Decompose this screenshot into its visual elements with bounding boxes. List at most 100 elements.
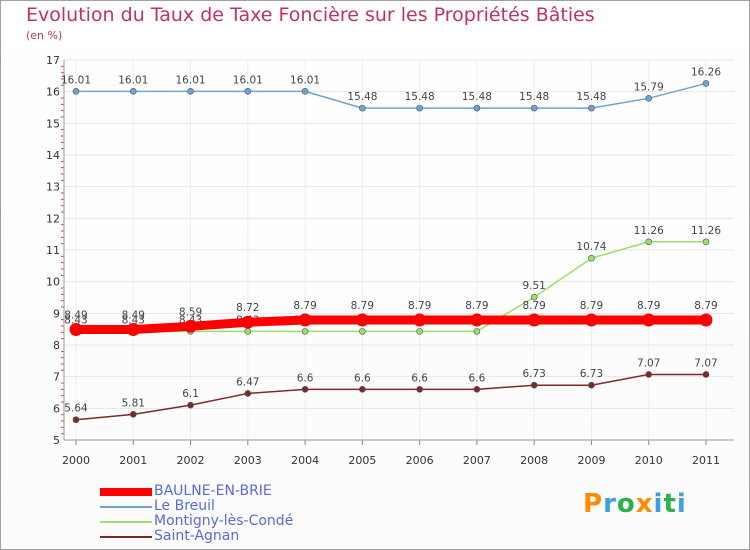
series-line-1 bbox=[76, 82, 707, 109]
data-point bbox=[184, 319, 198, 333]
data-label: 16.01 bbox=[290, 74, 320, 86]
x-tick-label: 2010 bbox=[635, 454, 663, 467]
data-point bbox=[359, 328, 366, 335]
logo-letter: r bbox=[603, 489, 617, 519]
x-tick-label: 2009 bbox=[577, 454, 605, 467]
data-point bbox=[241, 315, 255, 329]
data-point bbox=[301, 88, 309, 95]
data-point bbox=[473, 328, 481, 335]
data-point bbox=[244, 328, 252, 335]
data-point bbox=[470, 313, 484, 327]
x-tick-label: 2001 bbox=[119, 454, 147, 467]
data-label: 6.6 bbox=[469, 372, 486, 384]
data-label: 8.79 bbox=[408, 300, 431, 312]
data-label: 6.6 bbox=[297, 372, 314, 384]
x-tick-label: 2004 bbox=[291, 454, 319, 467]
data-point bbox=[413, 313, 427, 327]
data-point bbox=[645, 238, 653, 246]
logo-letter: i bbox=[676, 489, 687, 519]
data-point bbox=[187, 401, 194, 409]
legend-swatch bbox=[100, 520, 152, 523]
y-tick-label: 9 bbox=[53, 307, 60, 320]
data-label: 15.48 bbox=[576, 91, 606, 103]
proxiti-logo: Proxiti bbox=[583, 489, 687, 519]
data-point bbox=[126, 322, 140, 336]
x-tick-label: 2005 bbox=[348, 454, 376, 467]
data-label: 8.43 bbox=[64, 314, 87, 326]
data-point bbox=[72, 416, 80, 424]
data-point bbox=[702, 80, 710, 87]
legend-label: BAULNE-EN-BRIE bbox=[154, 483, 272, 499]
y-tick-label: 11 bbox=[46, 244, 60, 257]
data-point bbox=[530, 104, 538, 112]
data-label: 5.81 bbox=[122, 397, 145, 409]
data-point bbox=[187, 88, 194, 95]
legend-swatch bbox=[100, 505, 152, 508]
data-label: 8.43 bbox=[122, 314, 145, 326]
data-point bbox=[645, 95, 653, 102]
data-point bbox=[355, 313, 369, 327]
data-point bbox=[702, 238, 710, 246]
data-point bbox=[298, 313, 312, 327]
x-tick-label: 2008 bbox=[520, 454, 548, 467]
data-label: 8.79 bbox=[580, 300, 603, 312]
data-label: 8.79 bbox=[637, 300, 660, 312]
data-point bbox=[359, 386, 366, 393]
data-label: 8.79 bbox=[465, 300, 488, 312]
legend-label: Le Breuil bbox=[154, 498, 215, 514]
data-label: 10.74 bbox=[576, 241, 606, 253]
data-point bbox=[244, 88, 252, 95]
chart-title: Evolution du Taux de Taxe Foncière sur l… bbox=[26, 4, 595, 26]
y-tick-label: 5 bbox=[53, 434, 60, 447]
data-label: 15.48 bbox=[405, 91, 435, 103]
logo-letter: i bbox=[653, 489, 664, 519]
data-label: 7.07 bbox=[694, 357, 717, 369]
data-label: 15.48 bbox=[462, 91, 492, 103]
series-line-3 bbox=[75, 373, 706, 421]
data-label: 8.59 bbox=[179, 306, 202, 318]
legend-item: Montigny-lès-Condé bbox=[100, 514, 293, 529]
data-label: 5.64 bbox=[64, 403, 88, 415]
data-label: 7.07 bbox=[637, 357, 660, 369]
data-point bbox=[584, 313, 598, 327]
data-point bbox=[359, 104, 366, 112]
x-tick-label: 2006 bbox=[406, 454, 434, 467]
data-label: 6.73 bbox=[580, 368, 603, 380]
data-label: 8.79 bbox=[293, 300, 316, 312]
data-point bbox=[129, 88, 137, 95]
data-label: 15.48 bbox=[347, 91, 377, 103]
data-point bbox=[645, 371, 653, 378]
data-point bbox=[72, 88, 80, 95]
data-label: 11.26 bbox=[634, 225, 664, 237]
y-tick-label: 16 bbox=[46, 86, 60, 99]
data-label: 6.6 bbox=[354, 372, 371, 384]
legend-swatch bbox=[100, 487, 152, 496]
data-point bbox=[301, 328, 309, 335]
data-label: 16.26 bbox=[691, 66, 721, 78]
logo-letter: t bbox=[663, 489, 677, 519]
data-label: 6.6 bbox=[411, 372, 428, 384]
data-label: 11.26 bbox=[691, 225, 721, 237]
data-label: 16.01 bbox=[118, 74, 148, 86]
data-label: 8.49 bbox=[64, 309, 87, 321]
data-point bbox=[473, 104, 481, 112]
y-tick-label: 10 bbox=[46, 276, 60, 289]
data-label: 6.47 bbox=[236, 376, 259, 388]
x-tick-label: 2007 bbox=[463, 454, 491, 467]
series-line-2 bbox=[76, 241, 706, 333]
logo-letter: o bbox=[616, 489, 636, 519]
data-point bbox=[530, 381, 538, 389]
legend-item: BAULNE-EN-BRIE bbox=[100, 484, 293, 499]
logo-letter: x bbox=[635, 489, 654, 519]
data-label: 8.79 bbox=[522, 300, 545, 312]
y-tick-label: 6 bbox=[53, 402, 60, 415]
legend: BAULNE-EN-BRIE Le Breuil Montigny-lès-Cond… bbox=[100, 484, 293, 544]
data-point bbox=[69, 322, 83, 336]
y-axis-unit: (en %) bbox=[26, 29, 63, 42]
y-tick-label: 8 bbox=[53, 339, 60, 352]
x-tick-label: 2002 bbox=[177, 454, 205, 467]
data-label: 8.79 bbox=[694, 300, 717, 312]
data-label: 15.48 bbox=[519, 91, 549, 103]
data-point bbox=[642, 313, 656, 327]
legend-item: Saint-Agnan bbox=[100, 529, 293, 544]
